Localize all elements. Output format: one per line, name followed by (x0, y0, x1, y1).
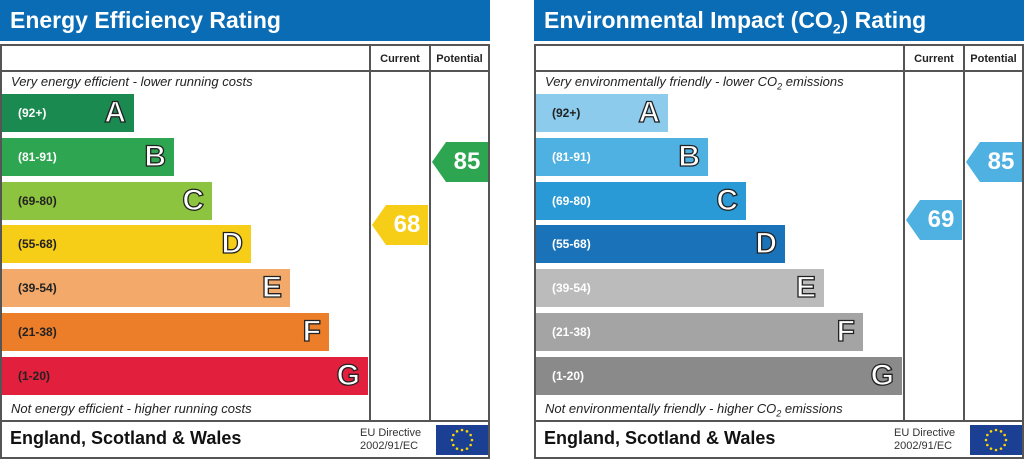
band-range: (39-54) (18, 281, 57, 296)
band-a: (92+) A (536, 94, 668, 132)
band-range: (69-80) (18, 193, 57, 208)
band-range: (81-91) (552, 149, 591, 164)
band-g: (1-20) G (2, 356, 368, 395)
band-letter: G (336, 358, 361, 392)
band-g: (1-20) G (536, 356, 902, 395)
band-range: (92+) (18, 106, 47, 120)
current-rating-arrow: 68 (372, 205, 428, 245)
divider (903, 46, 905, 421)
band-f: (21-38) F (2, 313, 329, 351)
divider (2, 70, 488, 72)
current-column-header: Current (380, 53, 420, 65)
bottom-note: Not environmentally friendly - higher CO… (545, 401, 843, 419)
potential-rating-arrow: 85 (432, 142, 488, 182)
potential-rating-value: 85 (987, 148, 1015, 175)
band-range: (81-91) (18, 149, 57, 164)
band-letter: G (870, 358, 895, 392)
band-e: (39-54) E (536, 269, 824, 308)
potential-rating-arrow: 85 (966, 142, 1022, 182)
rating-table: Current Potential Very energy efficient … (0, 44, 490, 459)
band-letter: B (678, 139, 701, 173)
band-a: (92+) A (2, 94, 134, 132)
band-range: (92+) (552, 106, 581, 120)
eu-directive: EU Directive 2002/91/EC (894, 427, 956, 452)
band-c: (69-80) C (2, 181, 212, 220)
potential-column-header: Potential (436, 53, 483, 65)
eu-flag-icon (436, 425, 488, 455)
potential-column-header: Potential (970, 53, 1017, 65)
energy-efficiency-panel: Energy Efficiency Rating Current Potenti… (0, 0, 490, 460)
panel-title: Environmental Impact (CO2) Rating (534, 0, 1024, 41)
divider (963, 46, 965, 421)
current-rating-arrow: 69 (906, 200, 962, 240)
current-column-header: Current (914, 53, 954, 65)
band-d: (55-68) D (536, 225, 785, 264)
band-letter: C (182, 183, 205, 217)
top-note: Very energy efficient - lower running co… (11, 74, 253, 89)
region-label: England, Scotland & Wales (10, 428, 242, 448)
band-range: (55-68) (18, 237, 57, 252)
band-range: (39-54) (552, 281, 591, 296)
divider (536, 420, 1022, 422)
divider (536, 70, 1022, 72)
divider (429, 46, 431, 421)
band-range: (21-38) (18, 325, 57, 339)
bottom-note: Not energy efficient - higher running co… (11, 401, 252, 416)
band-b: (81-91) B (2, 137, 174, 176)
band-letter: B (144, 139, 167, 173)
band-range: (1-20) (552, 368, 585, 383)
band-range: (55-68) (552, 237, 591, 252)
band-letter: F (836, 314, 856, 348)
band-letter: E (261, 271, 282, 305)
band-letter: A (104, 95, 127, 129)
divider (2, 420, 488, 422)
band-letter: D (221, 227, 244, 261)
band-letter: E (795, 271, 816, 305)
band-d: (55-68) D (2, 225, 251, 264)
band-e: (39-54) E (2, 269, 290, 308)
eu-flag-icon (970, 425, 1022, 455)
region-label: England, Scotland & Wales (544, 428, 776, 448)
current-rating-value: 69 (927, 206, 955, 233)
potential-rating-value: 85 (453, 148, 481, 175)
current-rating-value: 68 (393, 211, 421, 238)
eu-directive: EU Directive 2002/91/EC (360, 427, 422, 452)
band-range: (69-80) (552, 193, 591, 208)
band-c: (69-80) C (536, 181, 746, 220)
band-letter: C (716, 183, 739, 217)
band-range: (1-20) (18, 368, 51, 383)
band-range: (21-38) (552, 325, 591, 339)
panel-title: Energy Efficiency Rating (0, 0, 490, 41)
rating-table: Current Potential Very environmentally f… (534, 44, 1024, 459)
band-b: (81-91) B (536, 137, 708, 176)
band-letter: A (638, 95, 661, 129)
band-letter: D (755, 227, 778, 261)
divider (369, 46, 371, 421)
top-note: Very environmentally friendly - lower CO… (545, 74, 844, 92)
band-f: (21-38) F (536, 313, 863, 351)
environmental-impact-panel: Environmental Impact (CO2) Rating Curren… (534, 0, 1024, 460)
band-letter: F (302, 314, 322, 348)
